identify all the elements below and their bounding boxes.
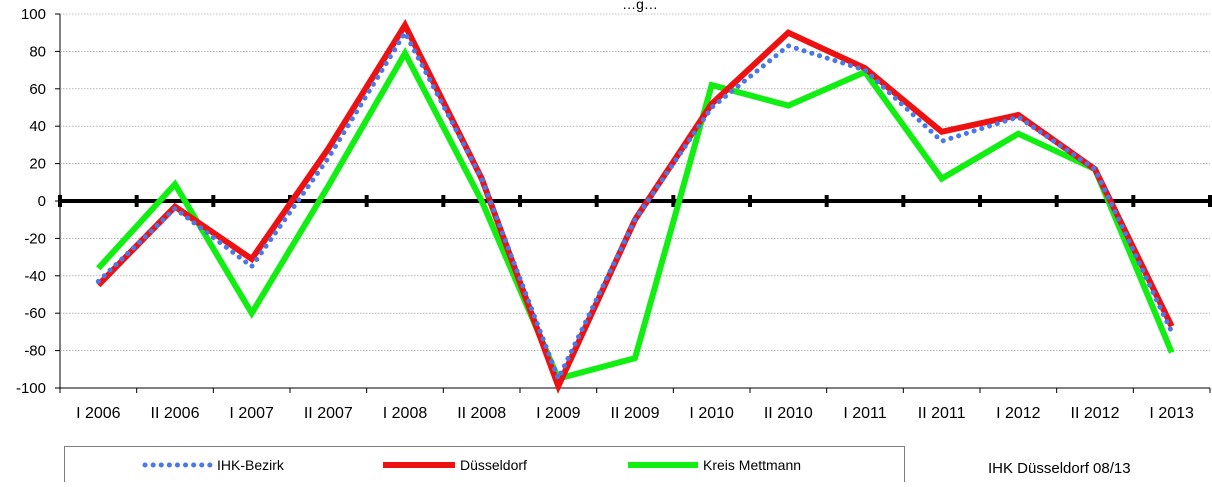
x-tick-label: II 2006: [151, 405, 200, 422]
x-tick-label: I 2011: [843, 405, 886, 422]
y-tick-label: 20: [29, 156, 46, 173]
y-tick-label: -40: [24, 268, 46, 285]
legend: IHK-Bezirk Düsseldorf Kreis Mettmann: [64, 446, 905, 487]
x-tick-label: I 2012: [996, 405, 1041, 422]
source-note: IHK Düsseldorf 08/13: [988, 460, 1131, 477]
zero-line: [58, 195, 1212, 207]
legend-label: Düsseldorf: [460, 457, 527, 473]
y-axis: -100 -80 -60 -40 -20 0 20 40 60 80 100: [16, 6, 60, 397]
y-tick-label: 80: [29, 43, 46, 60]
gridlines: [60, 13, 1210, 351]
y-tick-label: 100: [21, 6, 46, 23]
series-line-1: [95, 27, 1175, 385]
x-tick-label: II 2010: [764, 405, 813, 422]
x-tick-label: I 2007: [229, 405, 274, 422]
y-tick-label: -100: [16, 380, 46, 397]
x-tick-label: I 2009: [536, 405, 581, 422]
series-line-3: [96, 47, 1175, 383]
x-axis: I 2006 II 2006 I 2007 II 2007 I 2008 II 2008 I…: [59, 388, 1211, 422]
y-tick-label: -80: [24, 343, 46, 360]
y-tick-label: 40: [29, 118, 46, 135]
chart-title: …g…: [622, 0, 658, 12]
x-tick-label: II 2008: [457, 405, 506, 422]
x-tick-label: I 2006: [76, 405, 121, 422]
x-tick-label: I 2008: [383, 405, 428, 422]
x-tick-label: II 2007: [304, 405, 353, 422]
series-layer: [95, 19, 1175, 394]
y-tick-label: -60: [24, 305, 46, 322]
legend-box: [64, 446, 905, 487]
x-tick-label: II 2012: [1071, 405, 1120, 422]
x-tick-label: II 2011: [918, 405, 966, 422]
y-tick-label: -20: [24, 230, 46, 247]
series-line-2: [96, 19, 1175, 394]
x-tick-label: I 2013: [1149, 405, 1194, 422]
x-tick-label: I 2010: [689, 405, 734, 422]
y-tick-label: 0: [38, 193, 46, 210]
legend-label: Kreis Mettmann: [703, 457, 801, 473]
y-tick-label: 60: [29, 81, 46, 98]
x-tick-label: II 2009: [611, 405, 660, 422]
legend-label: IHK-Bezirk: [217, 457, 285, 473]
